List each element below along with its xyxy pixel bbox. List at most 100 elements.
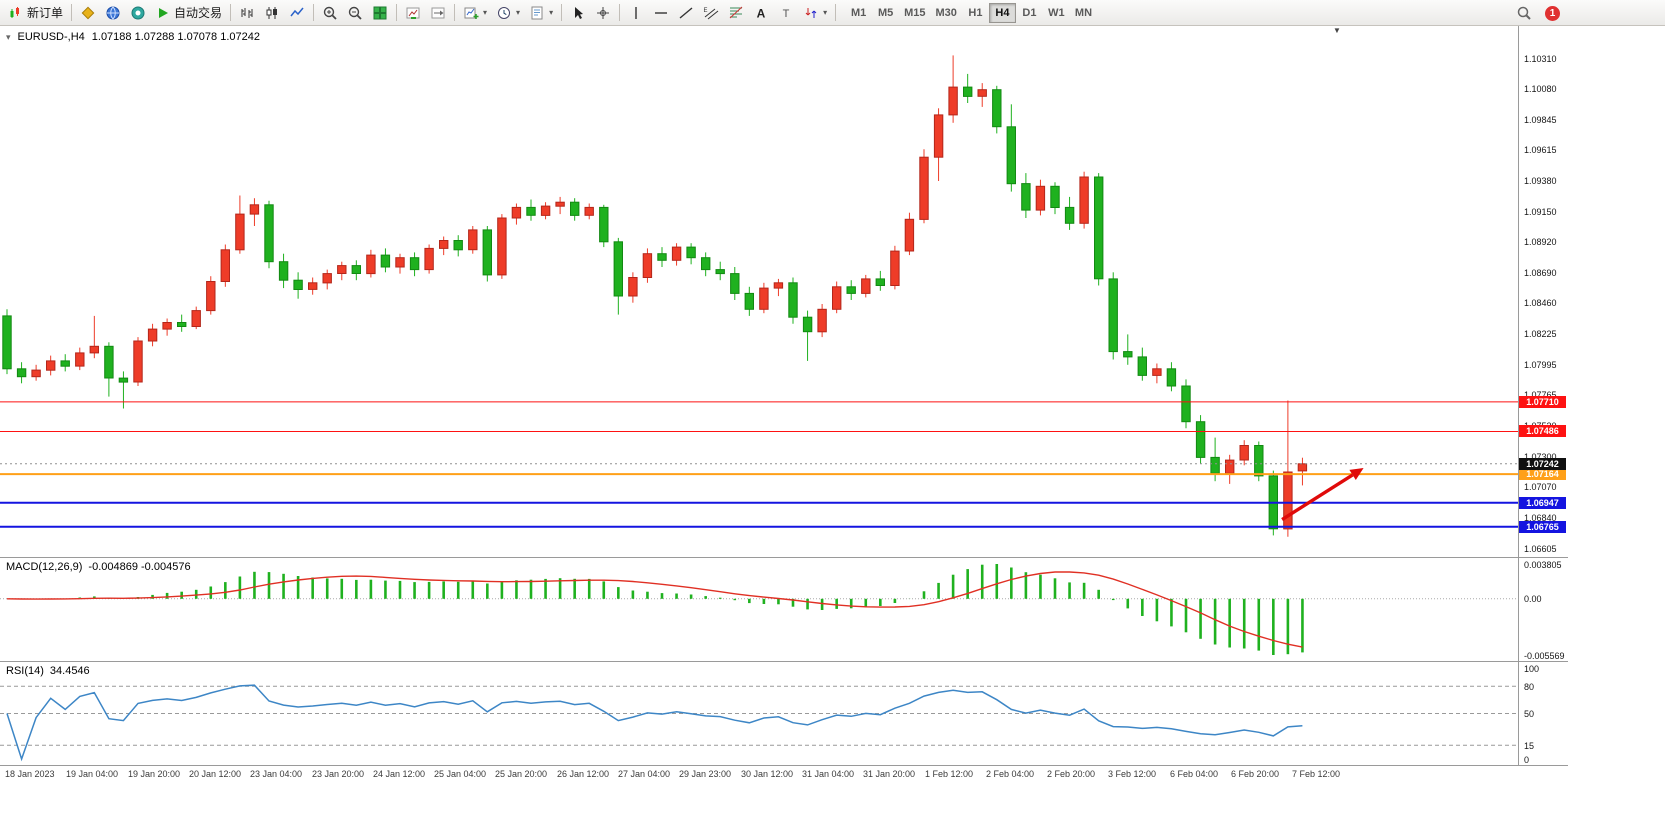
equidistant-channel-button[interactable]: E [699,2,723,24]
candles-layer [2,55,1308,537]
time-axis-label: 20 Jan 12:00 [189,769,242,779]
price-axis-label: 1.09845 [1524,115,1557,125]
macd-values: -0.004869 -0.004576 [88,561,191,573]
price-axis-label: 1.07765 [1524,390,1557,400]
horizontal-line-button[interactable] [649,2,673,24]
macd-axis-label: -0.005569 [1524,651,1565,661]
price-tag-1.06947: 1.06947 [1519,497,1566,509]
new-chart-button[interactable]: ▾ [459,2,491,24]
toolbar-separator [561,4,563,21]
macd-axis-label: 0.003805 [1524,560,1562,570]
time-axis-separator [0,765,1568,766]
timeframe-m30-button[interactable]: M30 [935,6,957,19]
macd-name: MACD(12,26,9) [6,561,83,573]
time-axis-label: 2 Feb 20:00 [1047,769,1096,779]
timeframe-d1-button[interactable]: D1 [1022,6,1037,19]
timeframe-bar: M1 M5 M15 M30 H1 H4 D1 W1 MN [845,2,1097,23]
vertical-line-button[interactable] [624,2,648,24]
trendline-button[interactable] [674,2,698,24]
chart-line-button[interactable] [285,2,309,24]
chart-shift-button[interactable] [426,2,450,24]
dropdown-arrow-icon: ▾ [516,8,521,17]
main-price-chart[interactable] [0,26,1518,557]
timeframe-m5-button[interactable]: M5 [877,6,894,19]
one-click-trading-arrow-icon[interactable]: ▾ [6,31,11,42]
zoom-in-button[interactable] [318,2,342,24]
dropdown-arrow-icon: ▾ [483,8,488,17]
price-axis-label: 1.09150 [1524,207,1557,217]
price-tag-1.07710: 1.07710 [1519,396,1566,408]
arrow-annotation[interactable] [1281,467,1364,522]
chart-candles-button[interactable] [260,2,284,24]
rsi-axis-label: 80 [1524,682,1535,692]
vertical-line-icon [628,5,644,21]
timeframe-m1-button[interactable]: M1 [850,6,867,19]
toolbar-separator [835,4,837,21]
chart-shift-marker-icon[interactable]: ▼ [1333,26,1341,35]
price-axis-label: 1.10310 [1524,54,1557,64]
price-tag-1.06765: 1.06765 [1519,521,1566,533]
chart-bars-button[interactable] [235,2,259,24]
rsi-panel[interactable] [0,662,1518,765]
price-axis-label: 1.07530 [1524,421,1557,431]
time-axis-label: 23 Jan 20:00 [312,769,365,779]
price-axis-label: 1.07070 [1524,482,1557,492]
crosshair-icon [595,5,611,21]
search-icon[interactable] [1512,2,1536,24]
price-axis-line [1518,26,1519,766]
macd-histogram [20,564,1304,655]
time-axis-label: 31 Jan 04:00 [802,769,855,779]
autotrading-label: 自动交易 [174,6,223,20]
price-axis-label: 1.08460 [1524,298,1557,308]
rsi-axis-label: 100 [1524,664,1540,674]
arrows-button[interactable]: ▾ [799,2,831,24]
panel-separator[interactable] [0,661,1568,662]
text-a-icon: A [753,5,769,21]
price-axis-label: 1.08920 [1524,237,1557,247]
toolbar-separator [619,4,621,21]
chart-ohlc-values: 1.07188 1.07288 1.07078 1.07242 [91,31,260,43]
time-axis-label: 2 Feb 04:00 [986,769,1035,779]
svg-text:E: E [704,8,708,14]
macd-panel[interactable] [0,558,1518,661]
price-axis-label: 1.09380 [1524,176,1557,186]
line-chart-icon [289,5,305,21]
text-button[interactable]: A [749,2,773,24]
price-axis-label: 1.08225 [1524,329,1557,339]
time-axis-label: 7 Feb 12:00 [1292,769,1341,779]
tile-windows-button[interactable] [368,2,392,24]
new-order-button[interactable]: 新订单 [4,2,67,24]
zoom-out-button[interactable] [343,2,367,24]
time-axis-label: 24 Jan 12:00 [373,769,426,779]
fibonacci-icon [728,5,744,21]
notification-badge[interactable]: 1 [1545,5,1560,21]
timeframe-m15-button[interactable]: M15 [904,6,926,19]
auto-scroll-button[interactable] [401,2,425,24]
timeframe-h4-button[interactable]: H4 [988,2,1016,23]
auto-scroll-icon [405,5,421,21]
toolbar-separator [71,4,73,21]
new-order-label: 新订单 [27,6,64,20]
profiles-button[interactable]: ▾ [492,2,524,24]
fibonacci-button[interactable] [724,2,748,24]
rsi-indicator-label: RSI(14) 34.4546 [6,665,90,677]
timeframe-w1-button[interactable]: W1 [1048,6,1065,19]
market-watch-button[interactable] [101,2,125,24]
templates-button[interactable]: ▾ [525,2,557,24]
price-axis-label: 1.07300 [1524,452,1557,462]
timeframe-mn-button[interactable]: MN [1074,6,1093,19]
rsi-axis-label: 0 [1524,755,1530,765]
svg-text:A: A [757,6,766,20]
crosshair-button[interactable] [591,2,615,24]
timeframe-h1-button[interactable]: H1 [968,6,983,19]
cursor-button[interactable] [566,2,590,24]
toolbar-right: 1 [1512,0,1560,26]
price-tag-1.07486: 1.07486 [1519,425,1566,437]
time-axis-label: 26 Jan 12:00 [557,769,610,779]
time-axis-label: 19 Jan 04:00 [66,769,119,779]
data-window-button[interactable] [126,2,150,24]
panel-separator[interactable] [0,557,1568,558]
text-label-button[interactable]: T [774,2,798,24]
autotrading-button[interactable]: 自动交易 [151,2,226,24]
symbols-button[interactable] [76,2,100,24]
